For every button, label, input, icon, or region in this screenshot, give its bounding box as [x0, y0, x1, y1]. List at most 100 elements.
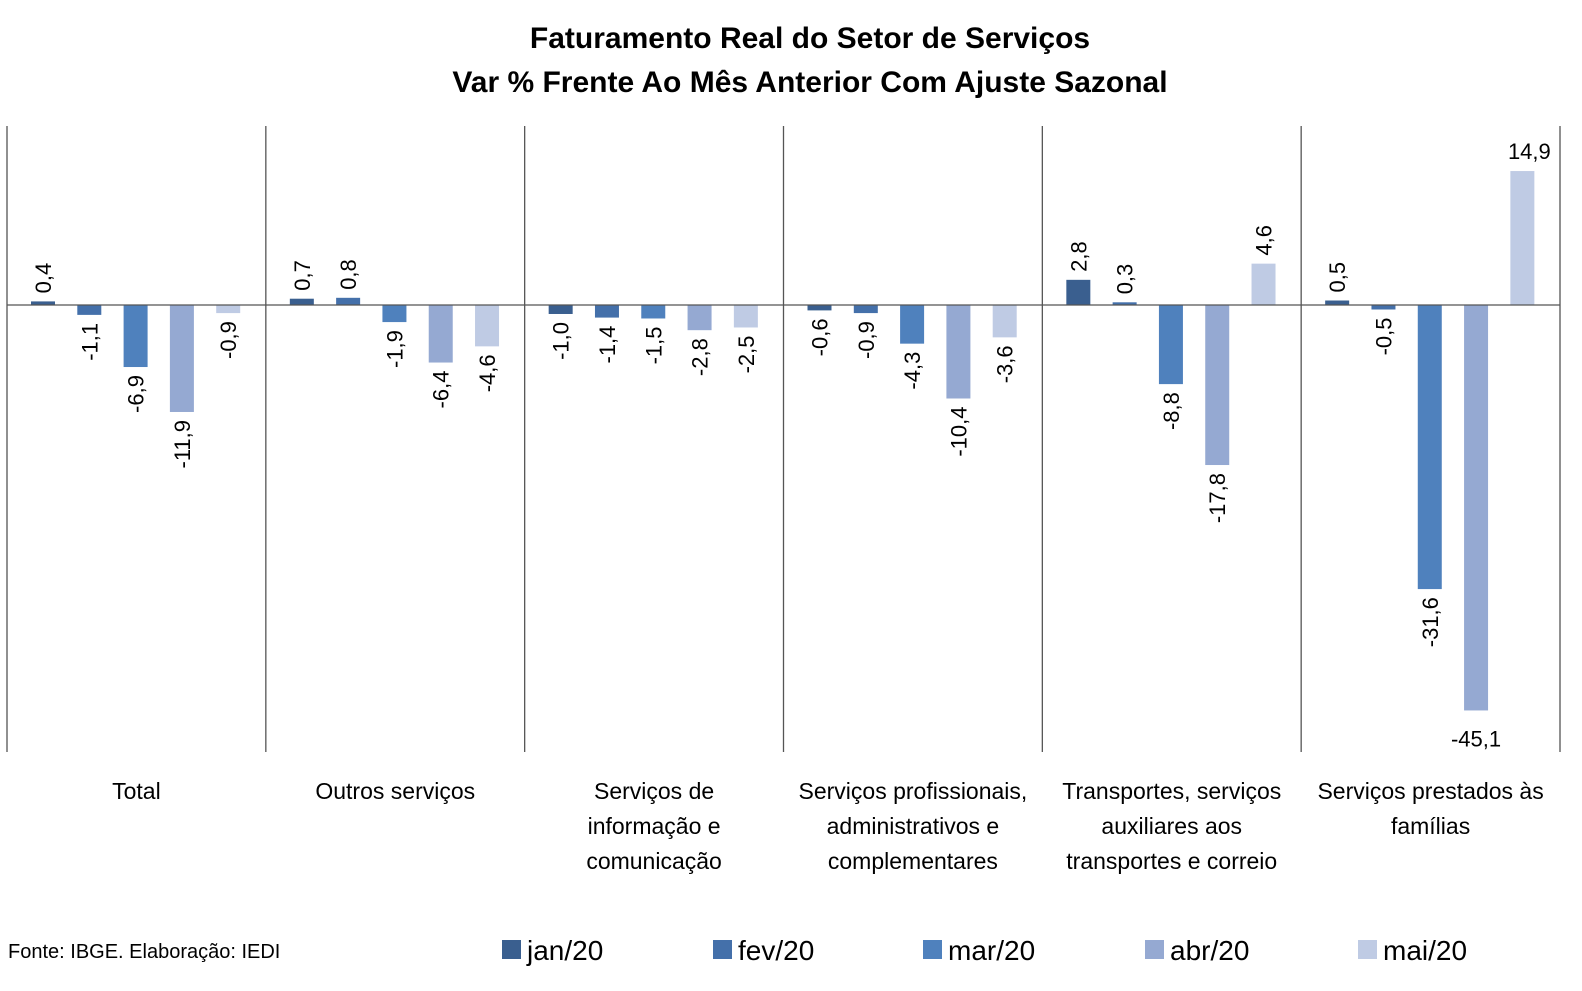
bar-mar-20 [382, 305, 407, 323]
bar-mai-20 [1251, 263, 1276, 305]
bar-abr-20 [428, 305, 453, 363]
bar-jan-20 [1325, 300, 1350, 305]
legend-item: abr/20 [1145, 935, 1249, 966]
legend-swatch [502, 940, 521, 959]
bar-jan-20 [1066, 279, 1091, 305]
category-label-line: famílias [1391, 813, 1470, 839]
data-label: -1,4 [595, 326, 620, 364]
legend-item: jan/20 [502, 935, 603, 966]
data-label: 2,8 [1066, 241, 1091, 272]
bar-mai-20 [216, 305, 241, 314]
legend-item: mai/20 [1358, 935, 1467, 966]
bar-jan-20 [548, 305, 573, 314]
data-label: -0,9 [854, 321, 879, 359]
legend-swatch [1145, 940, 1164, 959]
data-label: -0,9 [216, 321, 241, 359]
bar-mai-20 [1510, 171, 1535, 305]
category-label-line: Serviços prestados às [1317, 778, 1543, 804]
data-label: -31,6 [1418, 597, 1443, 647]
bar-jan-20 [31, 301, 55, 305]
category-label-line: complementares [828, 848, 998, 874]
data-label: -0,5 [1371, 317, 1396, 355]
legend-label: abr/20 [1170, 935, 1249, 966]
category-label-line: Serviços de [594, 778, 714, 804]
category-labels: Total Outros serviços Serviços de informaçã… [112, 778, 1544, 874]
data-label: -8,8 [1159, 392, 1184, 430]
data-label: 0,5 [1325, 262, 1350, 293]
data-label: -4,3 [900, 352, 925, 390]
legend-swatch [1358, 940, 1377, 959]
legend-label: fev/20 [738, 935, 814, 966]
bar-abr-20 [1205, 305, 1230, 466]
bar-mai-20 [475, 305, 500, 347]
legend-label: mai/20 [1383, 935, 1467, 966]
category-label: Serviços profissionais, administrativos e… [799, 778, 1028, 874]
data-label: -45,1 [1451, 726, 1501, 751]
category-label: Transportes, serviços auxiliares aos trans… [1062, 778, 1281, 874]
data-label: -1,9 [382, 330, 407, 368]
bar-fev-20 [336, 297, 361, 305]
bar-abr-20 [169, 305, 194, 412]
legend-swatch [713, 940, 732, 959]
bar-abr-20 [1464, 305, 1489, 711]
bar-mai-20 [733, 305, 758, 328]
bar-jan-20 [289, 298, 314, 305]
data-label: -4,6 [475, 354, 500, 392]
bar-fev-20 [77, 305, 102, 315]
data-label: 0,3 [1113, 264, 1138, 295]
data-label: 14,9 [1508, 139, 1551, 164]
data-label: -1,5 [641, 326, 666, 364]
data-label: -17,8 [1205, 473, 1230, 523]
data-label: -1,1 [77, 323, 102, 361]
legend-item: mar/20 [923, 935, 1035, 966]
legend-swatch [923, 940, 942, 959]
data-label: -0,6 [808, 318, 833, 356]
bar-fev-20 [853, 305, 878, 314]
category-label-line: transportes e correio [1066, 848, 1277, 874]
data-label: -6,4 [429, 371, 454, 409]
category-label-line: Transportes, serviços [1062, 778, 1281, 804]
bar-mai-20 [992, 305, 1017, 338]
data-label: -2,5 [734, 335, 759, 373]
bar-mar-20 [1158, 305, 1183, 385]
data-label: 0,8 [336, 259, 361, 290]
data-label: -2,8 [688, 338, 713, 376]
data-label: -1,0 [549, 322, 574, 360]
category-label: Serviços prestados às famílias [1317, 778, 1543, 839]
data-label: -3,6 [993, 345, 1018, 383]
category-label-line: Outros serviços [315, 778, 475, 804]
category-label-line: comunicação [586, 848, 722, 874]
bar-fev-20 [1371, 305, 1396, 310]
chart-subtitle: Var % Frente Ao Mês Anterior Com Ajuste … [452, 66, 1167, 99]
bar-mar-20 [900, 305, 925, 344]
data-label: 0,7 [290, 260, 315, 291]
bar-mar-20 [123, 305, 148, 368]
bar-abr-20 [687, 305, 712, 331]
category-label: Outros serviços [315, 778, 475, 804]
bar-fev-20 [1112, 302, 1137, 305]
category-label: Total [112, 778, 161, 804]
plot-area: 0,4 -1,1 -6,9 -11,9 -0,9 0,7 0,8 -1,9 -6,4 -4,6 -1… [6, 126, 1561, 752]
bar-abr-20 [946, 305, 971, 399]
source-note: Fonte: IBGE. Elaboração: IEDI [8, 941, 280, 963]
bar-jan-20 [807, 305, 832, 311]
bar-mar-20 [1417, 305, 1442, 590]
legend-label: mar/20 [948, 935, 1035, 966]
category-label-line: Total [112, 778, 161, 804]
data-label: 0,4 [31, 263, 56, 294]
chart-title: Faturamento Real do Setor de Serviços [530, 22, 1090, 55]
category-label-line: administrativos e [827, 813, 1000, 839]
category-label-line: Serviços profissionais, [799, 778, 1028, 804]
bar-fev-20 [594, 305, 619, 318]
data-label: -10,4 [946, 406, 971, 456]
category-label-line: informação e [588, 813, 721, 839]
bar-mar-20 [641, 305, 666, 319]
category-label: Serviços de informação e comunicação [586, 778, 722, 874]
legend: jan/20 fev/20 mar/20 abr/20 mai/20 [502, 935, 1467, 966]
legend-label: jan/20 [526, 935, 603, 966]
category-label-line: auxiliares aos [1101, 813, 1242, 839]
legend-item: fev/20 [713, 935, 814, 966]
data-label: 4,6 [1252, 225, 1277, 256]
data-label: -11,9 [170, 420, 195, 469]
